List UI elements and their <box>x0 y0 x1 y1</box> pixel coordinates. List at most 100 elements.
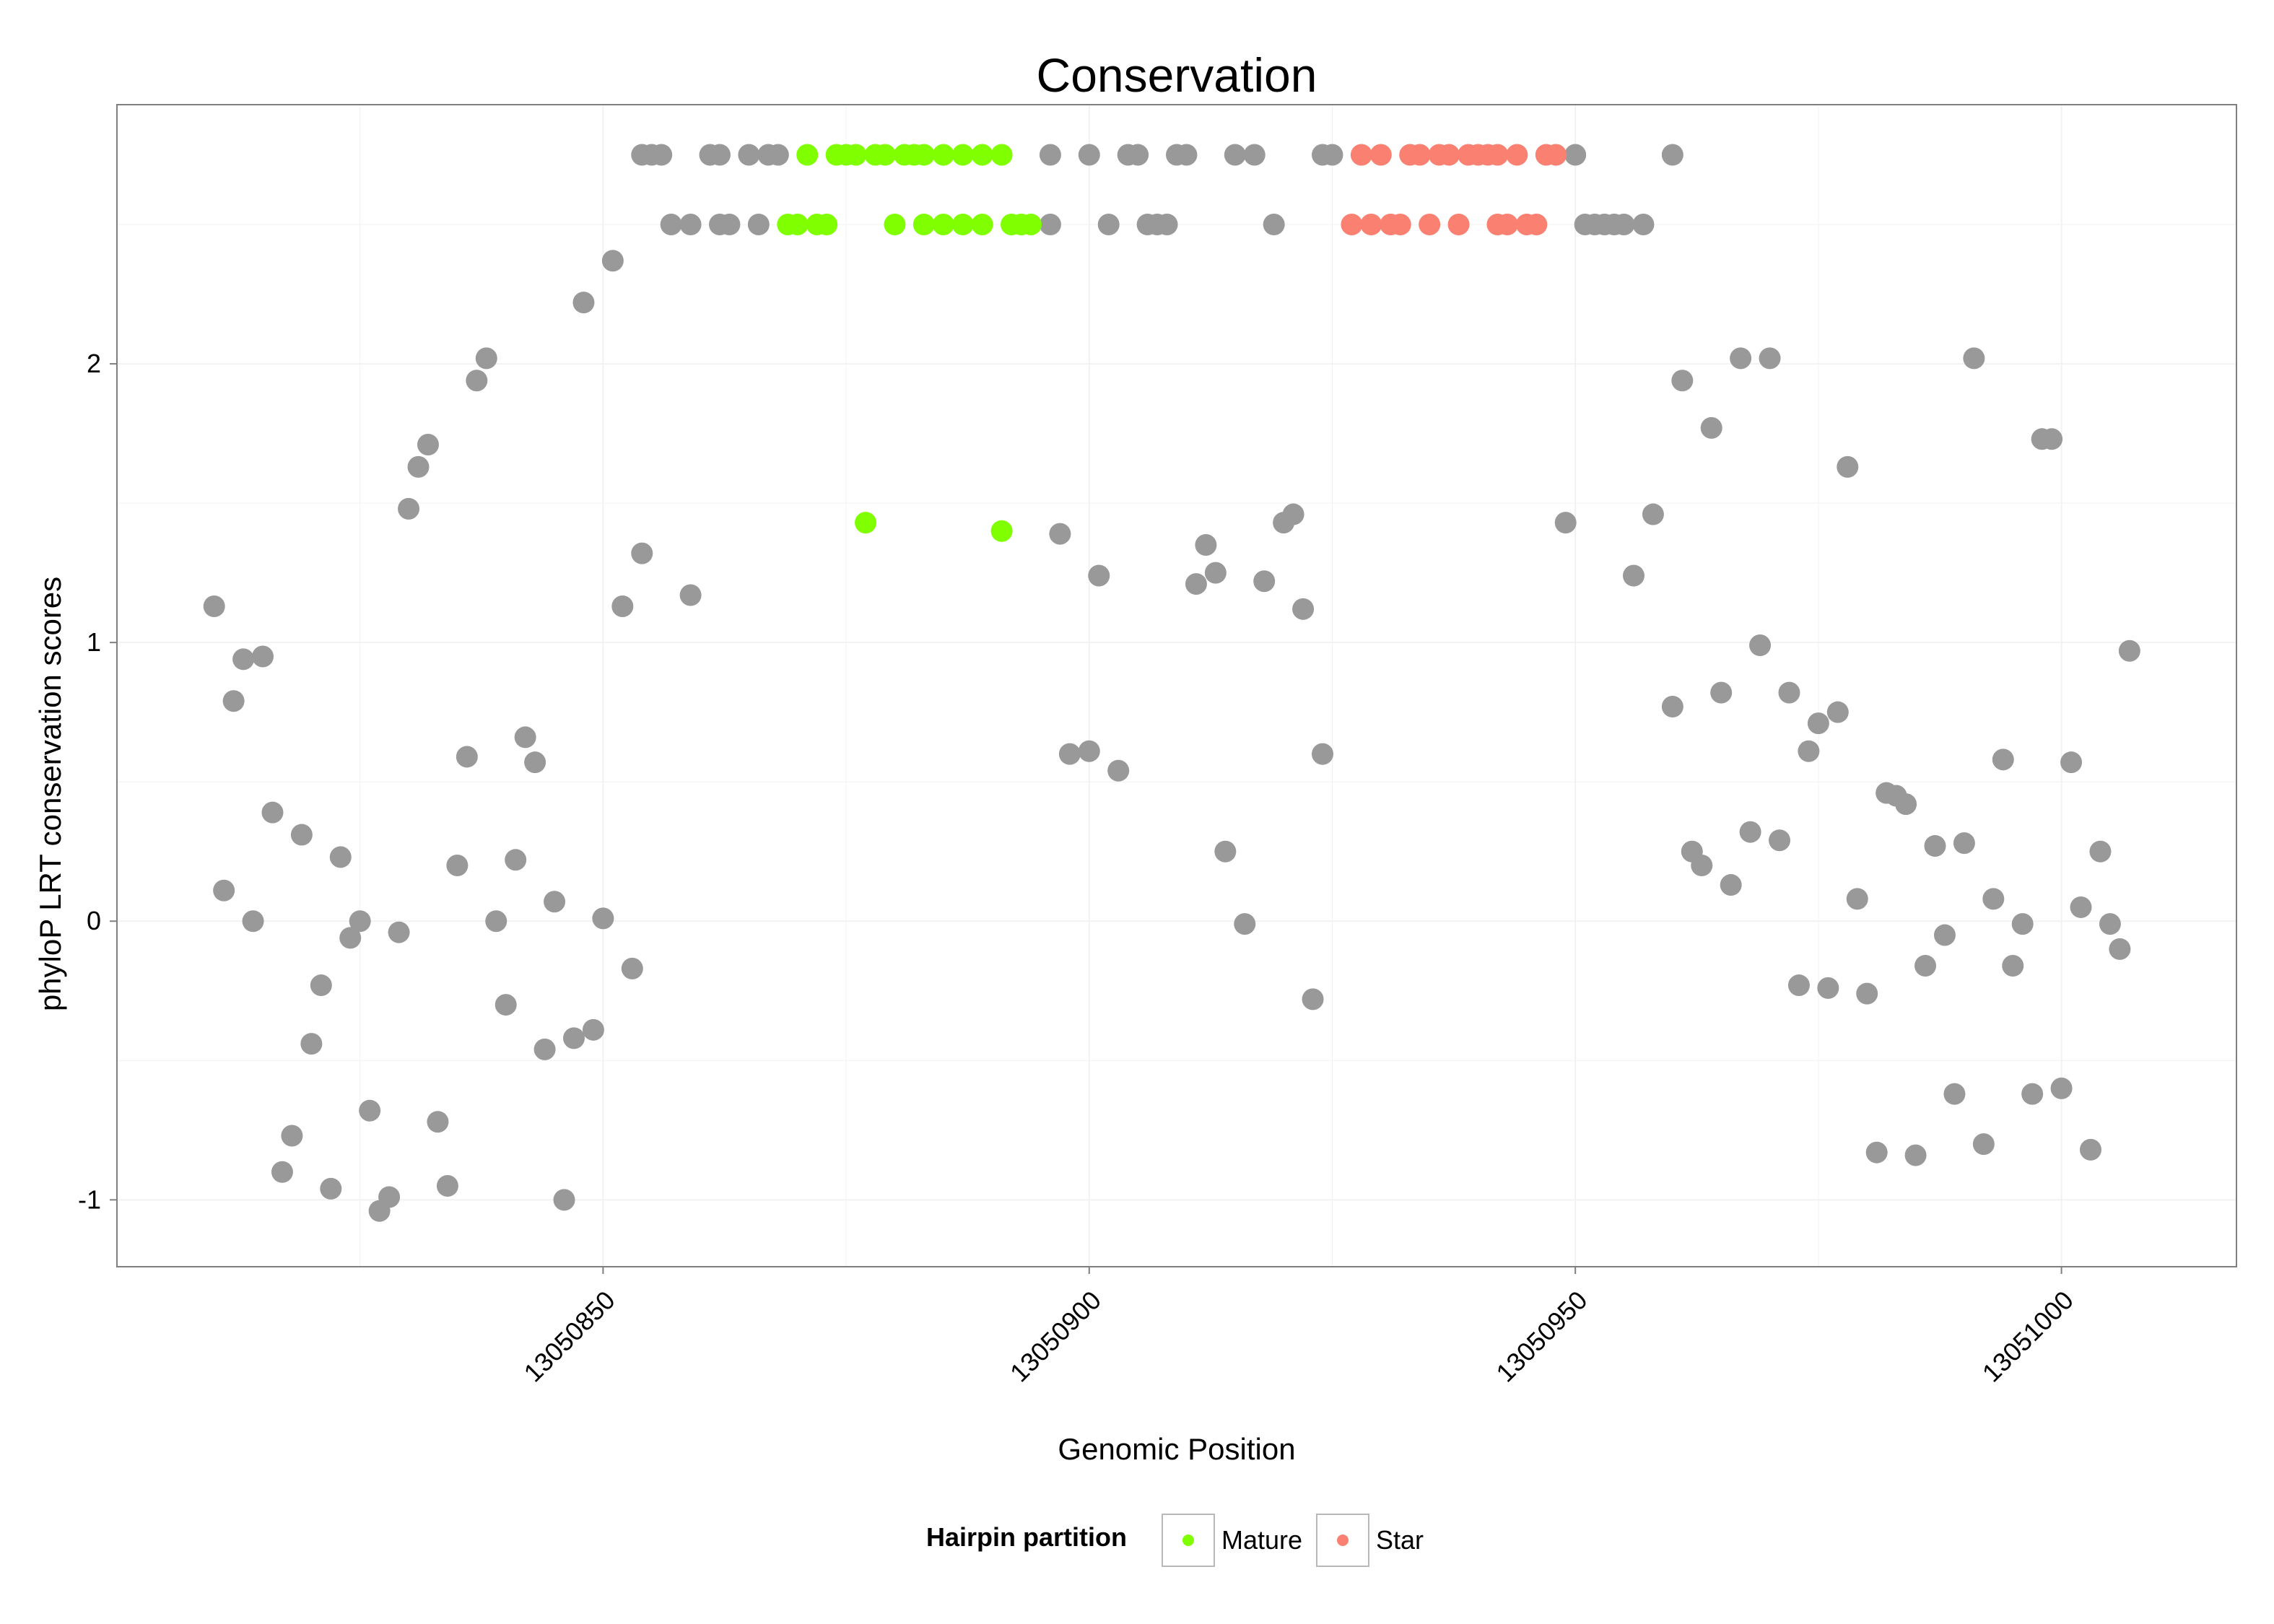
point-other <box>582 1018 604 1041</box>
point-other <box>232 648 255 671</box>
point-other <box>767 144 789 166</box>
point-other <box>2070 896 2092 918</box>
point-other <box>388 921 410 943</box>
point-other <box>553 1189 575 1211</box>
point-mature <box>932 214 954 236</box>
point-other <box>2011 913 2034 935</box>
point-other <box>1972 1133 1995 1156</box>
point-other <box>1837 455 1859 478</box>
point-other <box>2050 1077 2073 1099</box>
point-other <box>650 144 673 166</box>
point-other <box>203 595 225 617</box>
point-other <box>1953 832 1975 855</box>
point-other <box>427 1111 449 1133</box>
point-other <box>398 497 420 520</box>
point-other <box>1622 564 1644 587</box>
point-other <box>1632 214 1655 236</box>
point-other <box>1924 835 1946 857</box>
point-other <box>436 1175 458 1197</box>
point-other <box>1292 598 1315 620</box>
point-other <box>1739 821 1761 843</box>
point-other <box>1856 982 1878 1005</box>
point-mature <box>874 144 896 166</box>
point-other <box>1156 214 1178 236</box>
point-other <box>621 957 643 979</box>
point-other <box>679 584 702 606</box>
point-other <box>1107 759 1130 782</box>
point-other <box>572 292 595 314</box>
point-other <box>1078 144 1100 166</box>
point-other <box>1943 1083 1966 1105</box>
point-mature <box>912 214 935 236</box>
point-mature <box>951 144 974 166</box>
point-other <box>1691 855 1713 877</box>
point-other <box>2118 639 2140 662</box>
legend-marker-star <box>1337 1534 1349 1546</box>
point-other <box>1817 977 1839 999</box>
point-other <box>718 214 741 236</box>
point-other <box>1933 924 1956 946</box>
y-tick-label: 2 <box>87 349 101 378</box>
point-other <box>1963 347 1985 370</box>
point-other <box>1895 793 1917 816</box>
point-other <box>281 1125 303 1147</box>
point-other <box>1127 144 1149 166</box>
point-other <box>1710 681 1733 704</box>
point-other <box>1058 743 1081 765</box>
point-other <box>1778 681 1800 704</box>
chart-title: Conservation <box>1037 48 1317 102</box>
point-mature <box>786 214 809 236</box>
point-other <box>601 250 624 272</box>
point-other <box>1992 748 2014 771</box>
point-mature <box>990 520 1013 542</box>
point-other <box>1312 743 1334 765</box>
point-other <box>213 879 235 902</box>
point-other <box>1088 564 1110 587</box>
point-other <box>533 1038 556 1060</box>
legend-title: Hairpin partition <box>926 1522 1127 1552</box>
point-other <box>310 974 332 997</box>
point-other <box>1807 712 1829 735</box>
point-other <box>2089 840 2112 863</box>
point-other <box>2079 1138 2101 1161</box>
point-other <box>1554 512 1577 534</box>
point-other <box>1078 740 1100 762</box>
point-other <box>1865 1141 1888 1164</box>
point-other <box>271 1161 293 1183</box>
point-other <box>1826 701 1849 723</box>
point-other <box>1914 955 1937 977</box>
point-other <box>1039 214 1061 236</box>
point-other <box>1671 370 1694 392</box>
y-tick-label: 0 <box>87 906 101 935</box>
point-other <box>1321 144 1343 166</box>
point-other <box>359 1099 381 1122</box>
point-other <box>1282 503 1304 525</box>
point-other <box>1904 1144 1927 1166</box>
point-other <box>466 370 488 392</box>
point-star <box>1506 144 1528 166</box>
point-other <box>1700 416 1722 439</box>
point-other <box>505 849 527 871</box>
point-other <box>417 434 439 456</box>
point-other <box>1175 144 1198 166</box>
point-mature <box>971 214 993 236</box>
point-other <box>329 846 352 868</box>
point-other <box>611 595 634 617</box>
point-other <box>261 801 284 824</box>
point-mature <box>932 144 954 166</box>
point-other <box>1302 988 1324 1010</box>
y-axis-title: phyloP LRT conservation scores <box>33 577 67 1011</box>
point-other <box>1798 740 1820 762</box>
point-other <box>1204 562 1227 584</box>
point-other <box>1720 874 1742 896</box>
point-mature <box>845 144 867 166</box>
point-other <box>300 1033 323 1055</box>
point-star <box>1545 144 1567 166</box>
point-star <box>1525 214 1548 236</box>
point-other <box>1224 144 1246 166</box>
point-other <box>1982 888 2005 910</box>
point-other <box>1730 347 1752 370</box>
point-other <box>290 824 313 846</box>
point-other <box>378 1186 401 1208</box>
